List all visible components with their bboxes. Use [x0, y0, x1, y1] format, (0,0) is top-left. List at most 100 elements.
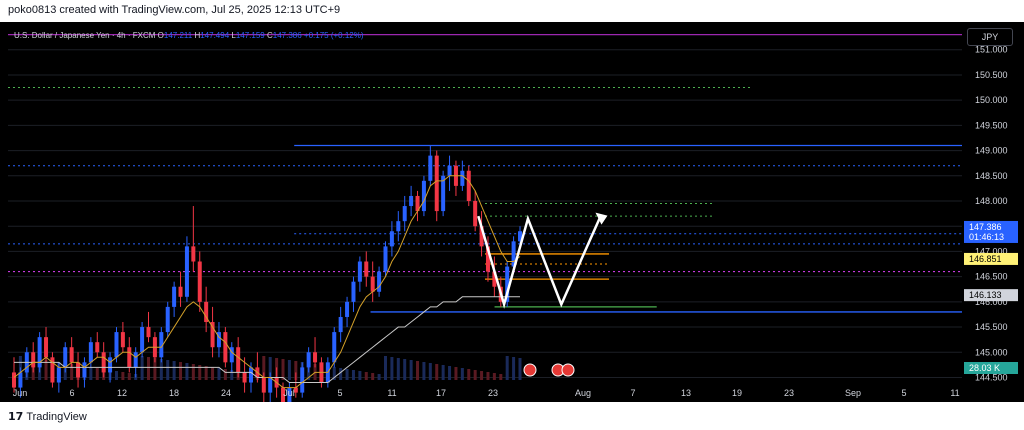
event-flag-icon[interactable]	[523, 363, 537, 377]
candle-body[interactable]	[172, 286, 177, 307]
candle-body[interactable]	[402, 206, 407, 222]
candle-body[interactable]	[415, 195, 420, 212]
x-tick-label: 5	[337, 388, 342, 398]
ma-fast-line	[13, 175, 521, 389]
candle-body[interactable]	[18, 372, 23, 388]
candle-body[interactable]	[293, 387, 298, 393]
candle-body[interactable]	[434, 155, 439, 212]
volume-bar	[147, 357, 151, 380]
candle-body[interactable]	[204, 301, 209, 323]
candle-body[interactable]	[37, 337, 42, 368]
candle-body[interactable]	[306, 352, 311, 368]
candle-body[interactable]	[421, 180, 426, 212]
candle-body[interactable]	[216, 332, 221, 348]
candle-body[interactable]	[12, 372, 16, 388]
candle-body[interactable]	[383, 246, 388, 272]
candle-body[interactable]	[223, 332, 228, 363]
candle-body[interactable]	[133, 352, 138, 368]
candle-body[interactable]	[56, 367, 61, 383]
candle-body[interactable]	[197, 261, 202, 302]
candle-body[interactable]	[377, 271, 382, 292]
candle-body[interactable]	[44, 337, 49, 358]
candle-body[interactable]	[357, 261, 362, 282]
event-flag-icon[interactable]	[561, 363, 575, 377]
x-tick-label: 6	[69, 388, 74, 398]
x-tick-label: 11	[387, 388, 396, 398]
chart-frame[interactable]	[0, 22, 1024, 402]
candle-body[interactable]	[140, 327, 145, 353]
candle-body[interactable]	[184, 246, 189, 297]
volume-bar	[230, 370, 234, 380]
candle-body[interactable]	[389, 231, 394, 247]
candle-body[interactable]	[69, 347, 74, 363]
candle-body[interactable]	[248, 367, 253, 383]
candle-body[interactable]	[63, 347, 68, 368]
x-tick-label: 18	[169, 388, 179, 398]
price-label: 146.133	[969, 290, 1002, 300]
candle-body[interactable]	[242, 372, 247, 383]
volume-bar	[44, 360, 48, 380]
candle-body[interactable]	[479, 226, 484, 247]
volume-bar	[448, 366, 452, 380]
candle-body[interactable]	[287, 387, 292, 403]
candle-body[interactable]	[351, 281, 356, 302]
symbol-label[interactable]: U.S. Dollar / Japanese Yen · 4h · FXCM	[14, 31, 156, 40]
candle-body[interactable]	[473, 201, 478, 227]
candle-body[interactable]	[338, 316, 343, 333]
candle-body[interactable]	[31, 352, 36, 368]
candle-body[interactable]	[261, 377, 266, 393]
candle-body[interactable]	[268, 377, 273, 393]
candle-body[interactable]	[101, 352, 106, 373]
candle-body[interactable]	[485, 246, 490, 272]
candle-body[interactable]	[76, 362, 81, 378]
candle-body[interactable]	[50, 357, 55, 383]
candle-body[interactable]	[236, 347, 241, 373]
candle-body[interactable]	[146, 327, 151, 338]
change-value: +0.175 (+0.12%)	[303, 31, 364, 40]
candle-body[interactable]	[409, 195, 414, 207]
tradingview-logo[interactable]: 17 TradingView	[8, 410, 87, 423]
price-label-countdown: 01:46:13	[969, 232, 1004, 242]
candle-body[interactable]	[447, 165, 452, 176]
candle-body[interactable]	[165, 306, 170, 333]
candle-body[interactable]	[120, 332, 125, 348]
candle-body[interactable]	[511, 241, 516, 267]
candle-body[interactable]	[229, 347, 234, 363]
candle-body[interactable]	[505, 266, 510, 302]
candle-body[interactable]	[332, 332, 337, 363]
y-tick-label: 149.500	[975, 120, 1008, 130]
price-label-bg	[964, 220, 1018, 243]
candle-body[interactable]	[313, 352, 318, 363]
candle-body[interactable]	[191, 246, 196, 262]
currency-button[interactable]: JPY	[967, 28, 1013, 46]
candle-body[interactable]	[82, 362, 87, 378]
candle-body[interactable]	[88, 342, 93, 363]
candle-body[interactable]	[210, 322, 215, 348]
candle-body[interactable]	[127, 347, 132, 368]
candle-body[interactable]	[281, 387, 286, 403]
volume-bar	[345, 369, 349, 380]
candle-body[interactable]	[300, 367, 305, 393]
volume-bar	[70, 364, 74, 380]
candle-body[interactable]	[460, 170, 465, 186]
volume-bar	[179, 362, 183, 380]
candle-body[interactable]	[441, 175, 446, 212]
y-tick-label: 144.500	[975, 372, 1008, 382]
candle-body[interactable]	[178, 286, 183, 297]
candle-body[interactable]	[518, 231, 522, 242]
candle-body[interactable]	[95, 342, 100, 353]
candle-body[interactable]	[114, 332, 119, 358]
projection-zigzag[interactable]	[477, 214, 601, 309]
candle-body[interactable]	[466, 170, 471, 201]
candle-body[interactable]	[108, 357, 113, 373]
candle-body[interactable]	[370, 276, 375, 292]
volume-bar	[364, 372, 368, 380]
volume-bar	[121, 372, 125, 380]
candle-body[interactable]	[345, 301, 350, 317]
candle-body[interactable]	[364, 261, 369, 277]
candle-body[interactable]	[428, 155, 433, 181]
candle-body[interactable]	[159, 332, 164, 358]
candle-body[interactable]	[492, 271, 497, 287]
candle-body[interactable]	[396, 221, 401, 232]
